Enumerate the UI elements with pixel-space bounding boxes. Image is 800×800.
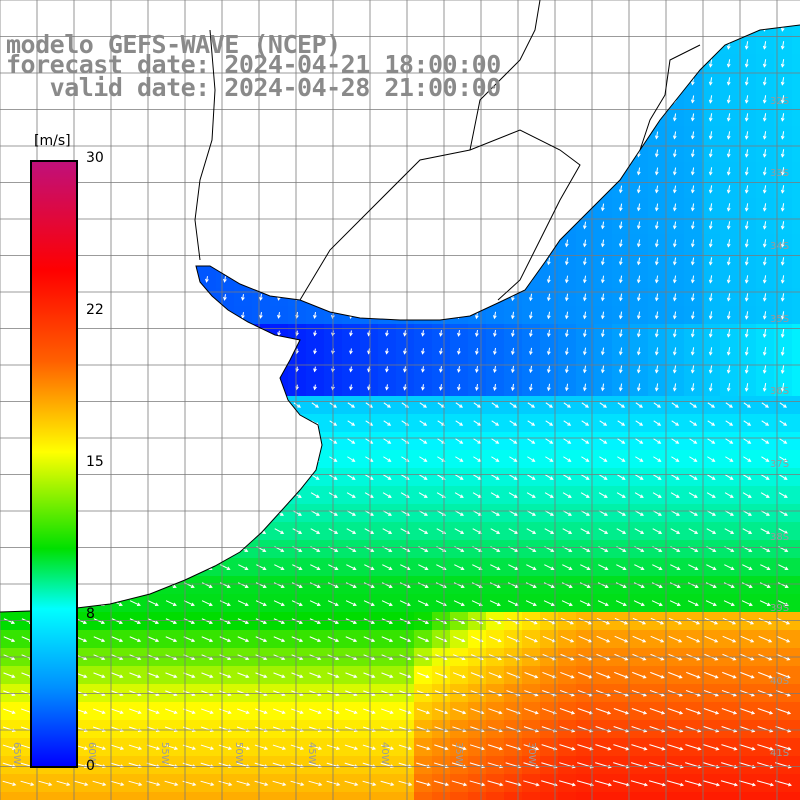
latitude-labels: 32S 33S 34S 35S 36S 37S 38S 39S 40S 41S bbox=[770, 96, 789, 759]
lon-label-50w: 50W bbox=[233, 742, 244, 765]
lat-label-32s: 32S bbox=[770, 96, 789, 107]
lon-label-60w: 60W bbox=[86, 742, 97, 765]
colorbar-tick-8: 8 bbox=[86, 606, 95, 622]
colorbar-tick-15: 15 bbox=[86, 454, 104, 470]
coastline bbox=[0, 24, 800, 613]
colorbar-tick-0: 0 bbox=[86, 758, 95, 774]
title-forecast-date: forecast date: 2024-04-21 18:00:00 bbox=[6, 50, 501, 79]
lon-label-35w: 35W bbox=[453, 742, 464, 765]
border-uruguay bbox=[194, 29, 581, 301]
lat-label-40s: 40S bbox=[770, 676, 789, 687]
lat-label-39s: 39S bbox=[770, 603, 789, 614]
lat-label-33s: 33S bbox=[770, 168, 789, 179]
lat-label-37s: 37S bbox=[770, 459, 789, 470]
title-model: modelo GEFS-WAVE (NCEP) bbox=[6, 30, 341, 59]
title-valid-date: valid date: 2024-04-28 21:00:00 bbox=[6, 73, 502, 102]
lon-label-45w: 45W bbox=[306, 742, 317, 765]
lat-label-35s: 35S bbox=[770, 314, 789, 325]
lon-label-30w: 30W bbox=[526, 742, 537, 765]
lat-label-38s: 38S bbox=[770, 532, 789, 543]
lat-label-36s: 36S bbox=[770, 386, 789, 397]
colorbar-unit: [m/s] bbox=[34, 133, 71, 149]
longitude-labels: 65W 60W 55W 50W 45W 40W 35W 30W bbox=[11, 742, 537, 765]
border-brazil bbox=[469, 0, 701, 151]
lat-label-34s: 34S bbox=[770, 241, 789, 252]
lat-label-41s: 41S bbox=[770, 748, 789, 759]
colorbar-tick-30: 30 bbox=[86, 150, 104, 166]
lon-label-40w: 40W bbox=[379, 742, 390, 765]
lon-label-55w: 55W bbox=[159, 742, 170, 765]
colorbar bbox=[30, 160, 78, 768]
colorbar-tick-22: 22 bbox=[86, 302, 104, 318]
lon-label-65w: 65W bbox=[11, 742, 22, 765]
